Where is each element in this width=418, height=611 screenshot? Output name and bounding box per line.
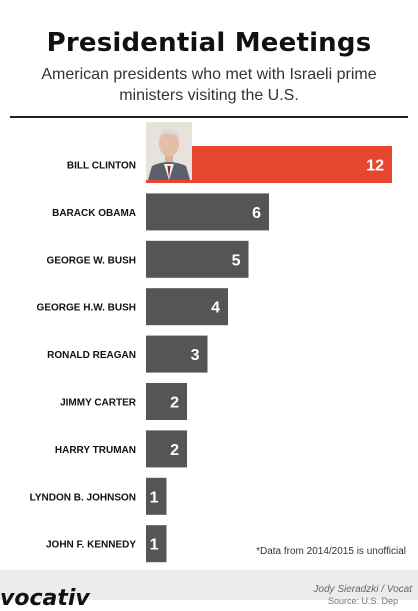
source-text: Source: U.S. Dep xyxy=(327,596,398,606)
bar-george-h-w-bush xyxy=(146,288,228,326)
value-label-john-f-kennedy: 1 xyxy=(150,537,159,554)
credit-text: Jody Sieradzki / Vocat xyxy=(313,584,412,595)
value-label-barack-obama: 6 xyxy=(252,205,261,222)
category-label-john-f-kennedy: JOHN F. KENNEDY xyxy=(46,540,136,551)
value-label-bill-clinton: 12 xyxy=(366,158,384,175)
value-label-george-h-w-bush: 4 xyxy=(211,300,220,317)
category-label-ronald-reagan: RONALD REAGAN xyxy=(47,350,136,361)
category-label-jimmy-carter: JIMMY CARTER xyxy=(60,398,137,409)
value-label-george-w-bush: 5 xyxy=(232,252,241,269)
footer: vocativ Jody Sieradzki / Vocat Source: U… xyxy=(0,570,418,611)
value-label-lyndon-b-johnson: 1 xyxy=(150,489,159,506)
chart-title: Presidential Meetings xyxy=(46,28,372,58)
category-label-lyndon-b-johnson: LYNDON B. JOHNSON xyxy=(30,492,136,503)
value-label-ronald-reagan: 3 xyxy=(191,347,200,364)
bar-harry-truman xyxy=(146,430,187,468)
bar-john-f-kennedy xyxy=(146,525,167,563)
title-divider xyxy=(10,116,408,118)
value-label-harry-truman: 2 xyxy=(170,442,179,459)
category-label-bill-clinton: BILL CLINTON xyxy=(67,161,136,172)
bar-lyndon-b-johnson xyxy=(146,477,167,515)
vocativ-logo: vocativ xyxy=(0,586,90,611)
bar-ronald-reagan xyxy=(146,335,208,373)
category-label-harry-truman: HARRY TRUMAN xyxy=(55,445,136,456)
footnote: *Data from 2014/2015 is unofficial xyxy=(256,546,406,557)
category-label-barack-obama: BARACK OBAMA xyxy=(52,208,136,219)
bill-clinton-portrait xyxy=(146,122,192,180)
bar-george-w-bush xyxy=(146,240,249,278)
chart-subtitle: American presidents who met with Israeli… xyxy=(41,66,377,104)
bar-jimmy-carter xyxy=(146,383,187,420)
category-label-george-h-w-bush: GEORGE H.W. BUSH xyxy=(37,303,136,314)
bar-barack-obama xyxy=(146,193,269,231)
category-label-george-w-bush: GEORGE W. BUSH xyxy=(47,255,136,266)
value-label-jimmy-carter: 2 xyxy=(170,395,179,412)
